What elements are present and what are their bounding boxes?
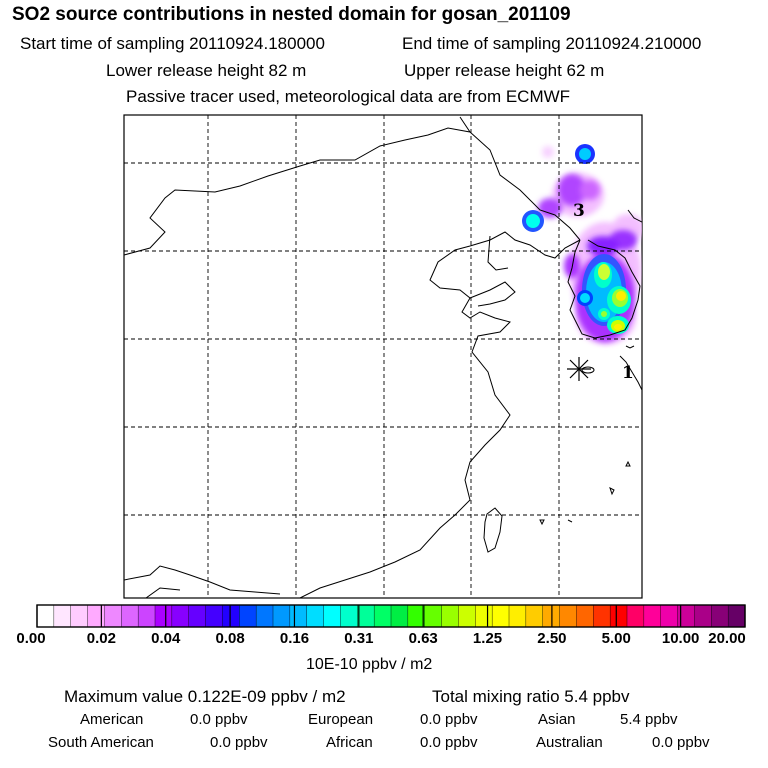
region-name: African — [326, 734, 373, 751]
color-bar-swatch — [222, 604, 240, 628]
tracer-note: Passive tracer used, meteorological data… — [126, 87, 571, 106]
color-bar-swatch — [340, 604, 358, 628]
color-bar-swatch — [205, 604, 223, 628]
region-value: 0.0 ppbv — [420, 711, 478, 728]
color-bar-tick-label: 1.25 — [472, 630, 503, 647]
region-name: Australian — [536, 734, 603, 751]
region-value: 0.0 ppbv — [652, 734, 710, 751]
color-bar-swatch — [289, 604, 308, 628]
color-bar-swatch — [255, 604, 274, 628]
region-name: Asian — [538, 711, 576, 728]
color-bar-swatch — [87, 604, 105, 628]
color-bar-swatch — [727, 604, 746, 628]
map-title: SO2 source contributions in nested domai… — [12, 4, 571, 25]
color-bar-swatch — [424, 604, 443, 628]
color-bar-swatch — [694, 604, 712, 628]
color-bar-tick-label: 0.63 — [408, 630, 438, 647]
color-bar-tick-label: 2.50 — [537, 630, 567, 647]
lower-release-height: Lower release height 82 m — [106, 61, 307, 80]
color-bar-tick-label: 0.16 — [279, 630, 310, 647]
color-bar-swatch — [458, 604, 476, 628]
color-bar-swatch — [188, 604, 207, 628]
color-bar-swatch — [357, 604, 375, 628]
end-time: End time of sampling 20110924.210000 — [402, 34, 702, 53]
color-bar-tick-label: 0.00 — [16, 630, 46, 647]
color-bar-tick-label: 5.00 — [601, 630, 631, 647]
coastlines — [124, 116, 642, 598]
color-bar-swatch — [373, 604, 392, 628]
concentration-plume — [522, 144, 642, 344]
region-value: 0.0 ppbv — [210, 734, 268, 751]
color-bar — [36, 604, 746, 628]
color-bar-swatch — [491, 604, 510, 628]
color-bar-swatch — [104, 604, 122, 628]
color-bar-swatch — [542, 604, 561, 628]
color-bar-swatch — [70, 604, 89, 628]
color-bar-swatch — [390, 604, 409, 628]
color-bar-swatch — [643, 604, 662, 628]
color-bar-swatch — [154, 604, 173, 628]
color-bar-swatch — [239, 604, 257, 628]
color-bar-swatch — [121, 604, 139, 628]
color-bar-swatch — [171, 604, 190, 628]
asterisk-icon — [567, 357, 591, 381]
color-bar-units: 10E-10 ppbv / m2 — [306, 656, 433, 673]
upper-release-height: Upper release height 62 m — [404, 61, 605, 80]
color-bar-swatch — [711, 604, 729, 628]
color-bar-tick-label: 0.31 — [344, 630, 374, 647]
color-bar-swatch — [475, 604, 493, 628]
color-bar-tick-label: 0.02 — [86, 630, 116, 647]
color-bar-frame — [36, 604, 746, 628]
color-bar-swatch — [36, 604, 55, 628]
color-bar-swatch — [525, 604, 544, 628]
region-name: American — [80, 711, 144, 728]
color-bar-swatch — [272, 604, 291, 628]
total-mixing-ratio: Total mixing ratio 5.4 ppbv — [432, 687, 630, 706]
color-bar-swatch — [660, 604, 679, 628]
color-bar-swatch — [323, 604, 341, 628]
color-bar-tick-label: 20.00 — [708, 630, 746, 647]
source-label-3: 3 — [573, 201, 585, 221]
color-bar-swatch — [441, 604, 459, 628]
color-bar-swatch — [306, 604, 325, 628]
region-value: 0.0 ppbv — [190, 711, 248, 728]
region-name: European — [308, 711, 374, 728]
lat-lon-grid — [124, 115, 642, 598]
maximum-value: Maximum value 0.122E-09 ppbv / m2 — [64, 687, 346, 706]
color-bar-tick-label: 0.04 — [151, 630, 181, 647]
color-bar-swatch — [626, 604, 645, 628]
region-name: South American — [48, 734, 154, 751]
color-bar-swatch — [593, 604, 611, 628]
color-bar-swatch — [559, 604, 577, 628]
color-bar-swatch — [576, 604, 594, 628]
source-label-1: 1 — [622, 363, 634, 383]
color-bar-tick-label: 10.00 — [661, 630, 700, 647]
start-time: Start time of sampling 20110924.180000 — [20, 34, 325, 53]
color-bar-swatch — [407, 604, 426, 628]
color-bar-swatch — [609, 604, 628, 628]
color-bar-tick-label: 0.08 — [215, 630, 245, 647]
region-value: 5.4 ppbv — [620, 711, 678, 728]
color-bar-swatch — [53, 604, 72, 628]
color-bar-swatch — [137, 604, 156, 628]
region-value: 0.0 ppbv — [420, 734, 478, 751]
color-bar-swatch — [508, 604, 527, 628]
